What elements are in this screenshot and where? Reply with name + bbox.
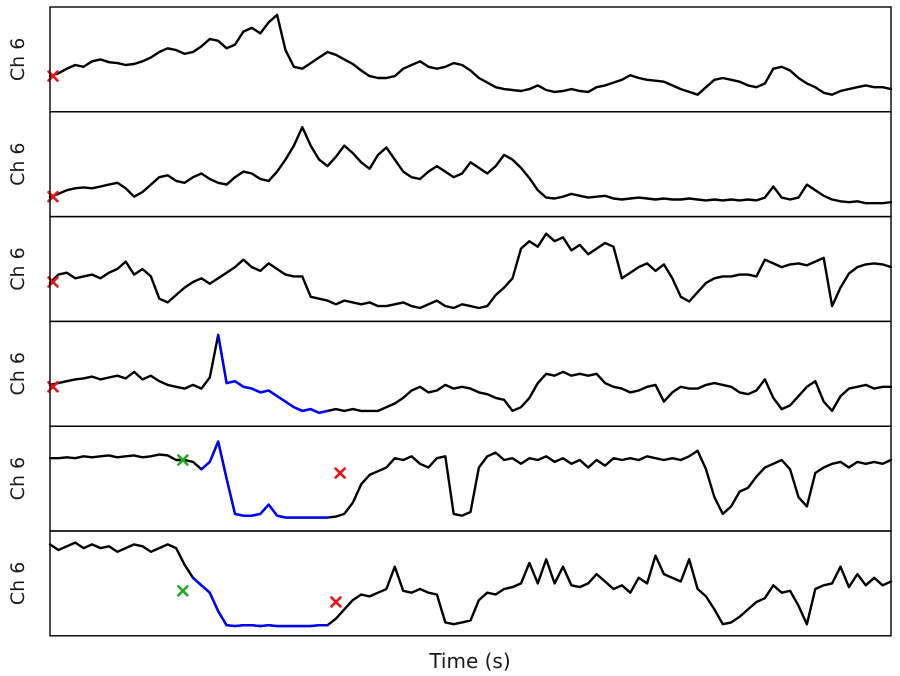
x-axis-label: Time (s) <box>428 649 510 673</box>
panel-5-ylabel: Ch 6 <box>7 457 29 500</box>
panel-4: Ch 6 <box>7 320 893 427</box>
panels: Ch 6 Ch 6 Ch 6 Ch 6 Ch 6 Ch 6 <box>7 6 893 637</box>
panel-1-signal-line <box>48 13 893 96</box>
panel-2: Ch 6 <box>7 111 893 218</box>
panel-1-frame <box>49 6 892 113</box>
panel-4-signal-line <box>48 333 893 414</box>
panel-3-ylabel: Ch 6 <box>7 247 29 290</box>
marker-stroke <box>334 467 346 479</box>
panel-4-highlight-line <box>217 333 329 414</box>
panel-6-frame <box>49 530 892 637</box>
marker-stroke <box>177 454 189 466</box>
panel-6-marker-2 <box>330 596 342 608</box>
marker-stroke <box>330 596 342 608</box>
panel-5-highlight-line <box>200 440 329 519</box>
panel-6-ylabel: Ch 6 <box>7 562 29 605</box>
panel-6-highlight-line <box>191 576 329 628</box>
panel-3: Ch 6 <box>7 215 893 323</box>
marker-stroke <box>177 585 189 597</box>
panel-2-ylabel: Ch 6 <box>7 142 29 185</box>
panel-3-signal-line <box>48 232 893 310</box>
panel-2-signal-line <box>48 125 893 205</box>
panel-1-ylabel: Ch 6 <box>7 38 29 81</box>
panel-6-marker-1 <box>177 585 189 597</box>
panel-4-ylabel: Ch 6 <box>7 352 29 395</box>
panel-5-marker-2 <box>334 467 346 479</box>
panel-5-signal-line <box>48 440 893 519</box>
panel-5-marker-1 <box>177 454 189 466</box>
panel-5: Ch 6 <box>7 425 893 532</box>
panel-4-frame <box>49 320 892 427</box>
panel-6: Ch 6 <box>7 530 893 637</box>
panel-6-signal-line <box>48 541 893 628</box>
panel-5-frame <box>49 425 892 532</box>
panel-1: Ch 6 <box>7 6 893 113</box>
